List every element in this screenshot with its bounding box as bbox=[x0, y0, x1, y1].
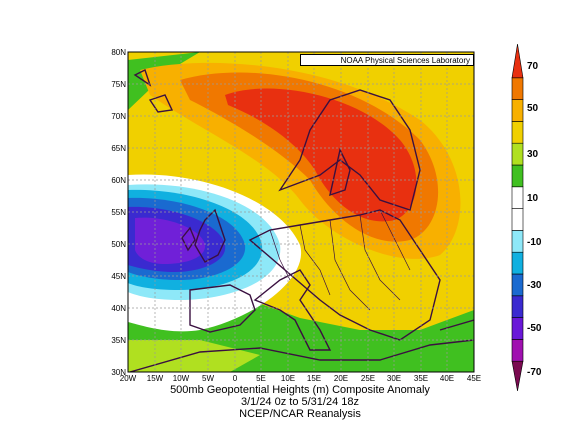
colorbar-segment bbox=[511, 164, 524, 188]
colorbar-segment bbox=[511, 77, 524, 100]
plot-border bbox=[127, 51, 475, 373]
colorbar-segment bbox=[511, 273, 524, 297]
lon-label: 15W bbox=[147, 374, 164, 383]
lat-label: 75N bbox=[111, 80, 126, 89]
lat-label: 30N bbox=[111, 368, 126, 377]
lon-label: 35E bbox=[414, 374, 428, 383]
lon-label: 45E bbox=[467, 374, 481, 383]
credit-label: NOAA Physical Sciences Laboratory bbox=[300, 54, 474, 66]
colorbar-segment bbox=[511, 186, 524, 209]
lon-label: 5E bbox=[256, 374, 266, 383]
colorbar-segment bbox=[511, 230, 524, 253]
lon-label: 20E bbox=[334, 374, 348, 383]
caption-title: 500mb Geopotential Heights (m) Composite… bbox=[170, 384, 430, 396]
colorbar-segment bbox=[511, 142, 524, 166]
colorbar-label: 50 bbox=[527, 103, 539, 114]
caption-source: NCEP/NCAR Reanalysis bbox=[239, 408, 361, 420]
lon-label: 20W bbox=[120, 374, 137, 383]
latitude-labels: 80N 75N 70N 65N 60N 55N 50N 45N 40N 35N … bbox=[111, 48, 126, 377]
colorbar-segment bbox=[511, 251, 524, 275]
lat-label: 50N bbox=[111, 240, 126, 249]
colorbar-label: 10 bbox=[527, 193, 539, 204]
longitude-labels: 20W 15W 10W 5W 0 5E 10E 15E 20E 25E 30E … bbox=[120, 374, 481, 383]
lat-label: 60N bbox=[111, 176, 126, 185]
colorbar-label: -10 bbox=[527, 237, 542, 248]
colorbar-segment bbox=[511, 360, 524, 392]
lat-label: 70N bbox=[111, 112, 126, 121]
lon-label: 25E bbox=[361, 374, 375, 383]
colorbar-labels: 70 50 30 10 -10 -30 -50 -70 bbox=[527, 61, 542, 378]
colorbar-segment bbox=[511, 339, 524, 362]
lon-label: 40E bbox=[440, 374, 454, 383]
colorbar-label: 70 bbox=[527, 61, 539, 72]
lat-label: 65N bbox=[111, 144, 126, 153]
lat-label: 40N bbox=[111, 304, 126, 313]
lat-label: 35N bbox=[111, 336, 126, 345]
colorbar-label: -70 bbox=[527, 367, 542, 378]
lat-label: 45N bbox=[111, 272, 126, 281]
anomaly-field bbox=[128, 52, 474, 372]
gridlines bbox=[128, 52, 474, 372]
lon-label: 15E bbox=[307, 374, 321, 383]
colorbar-segment bbox=[511, 43, 524, 79]
lat-label: 55N bbox=[111, 208, 126, 217]
lat-label: 80N bbox=[111, 48, 126, 57]
lon-label: 10E bbox=[281, 374, 295, 383]
lon-label: 10W bbox=[173, 374, 190, 383]
colorbar-segment bbox=[511, 99, 524, 122]
map-caption: 500mb Geopotential Heights (m) Composite… bbox=[120, 384, 480, 420]
colorbar-label: -30 bbox=[527, 280, 542, 291]
lon-label: 0 bbox=[233, 374, 238, 383]
colorbar-label: -50 bbox=[527, 323, 542, 334]
colorbar-segment bbox=[511, 317, 524, 340]
colorbar-segment bbox=[511, 208, 524, 231]
caption-dates: 3/1/24 0z to 5/31/24 18z bbox=[240, 396, 360, 408]
lon-label: 30E bbox=[387, 374, 401, 383]
colorbar bbox=[511, 43, 524, 392]
lon-label: 5W bbox=[202, 374, 214, 383]
colorbar-label: 30 bbox=[527, 149, 539, 160]
colorbar-segment bbox=[511, 295, 524, 318]
colorbar-segment bbox=[511, 121, 524, 144]
